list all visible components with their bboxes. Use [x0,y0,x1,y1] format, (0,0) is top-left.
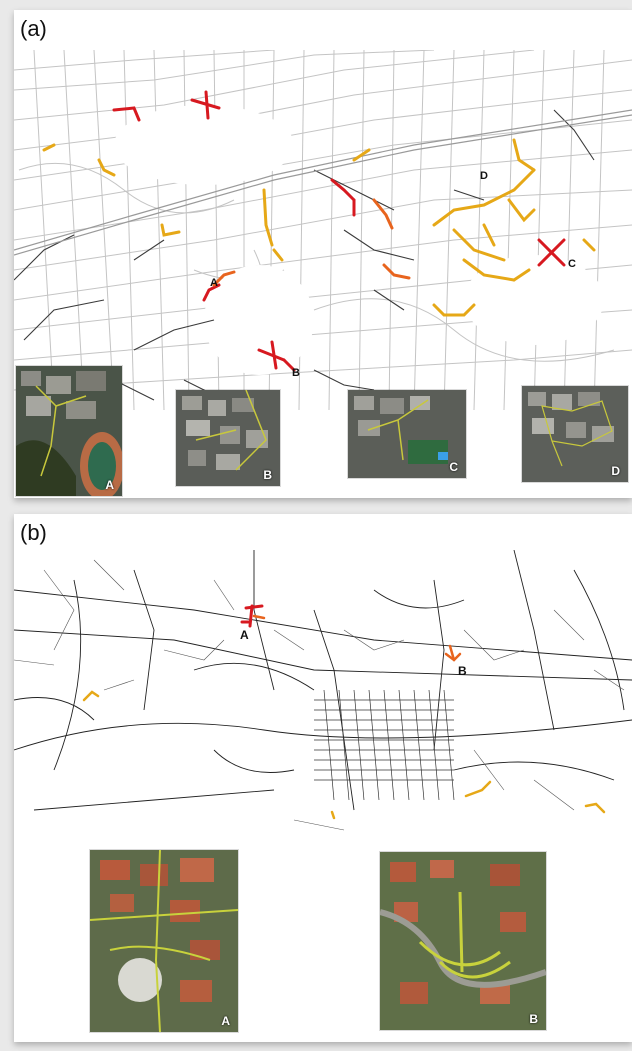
aerial-thumbnail-a-label: A [221,1014,230,1028]
aerial-thumbnail-a-label: A [105,478,114,492]
aerial-thumbnail-d-label: D [611,464,620,478]
aerial-thumbnail-b: B [380,852,546,1030]
highlight-orange-segments [252,614,462,662]
aerial-thumbnail-b: B [176,390,280,486]
map-label-a: A [210,277,218,289]
road-network-dark [14,550,632,811]
highlight-orange-segments [212,198,411,287]
panel-b-label: (b) [20,520,47,545]
aerial-thumbnail-c-label: C [449,460,458,474]
main-arterial [14,109,632,256]
aerial-thumbnail-a: A [16,366,122,496]
panel-a: (a) [14,10,632,498]
map-label-b: B [458,664,467,678]
highlight-yellow-segments [42,138,596,317]
town-grid [314,689,455,801]
panel-b-street-map [14,550,632,840]
road-network-minor [14,559,625,831]
aerial-thumbnail-a: A [90,850,238,1032]
map-label-b: B [292,367,300,379]
panel-b: (b) [14,514,632,1042]
aerial-thumbnail-c: C [348,390,466,478]
panel-a-street-map [14,50,632,410]
map-label-a: A [240,628,249,642]
panel-a-label: (a) [20,16,47,41]
highlight-yellow-segments [82,690,606,820]
aerial-thumbnail-b-label: B [263,468,272,482]
map-label-c: C [568,258,576,270]
highlight-red-segments [240,604,264,628]
highlight-red-segments [112,90,566,372]
map-label-d: D [480,170,488,182]
aerial-thumbnail-b-label: B [529,1012,538,1026]
aerial-thumbnail-d: D [522,386,628,482]
